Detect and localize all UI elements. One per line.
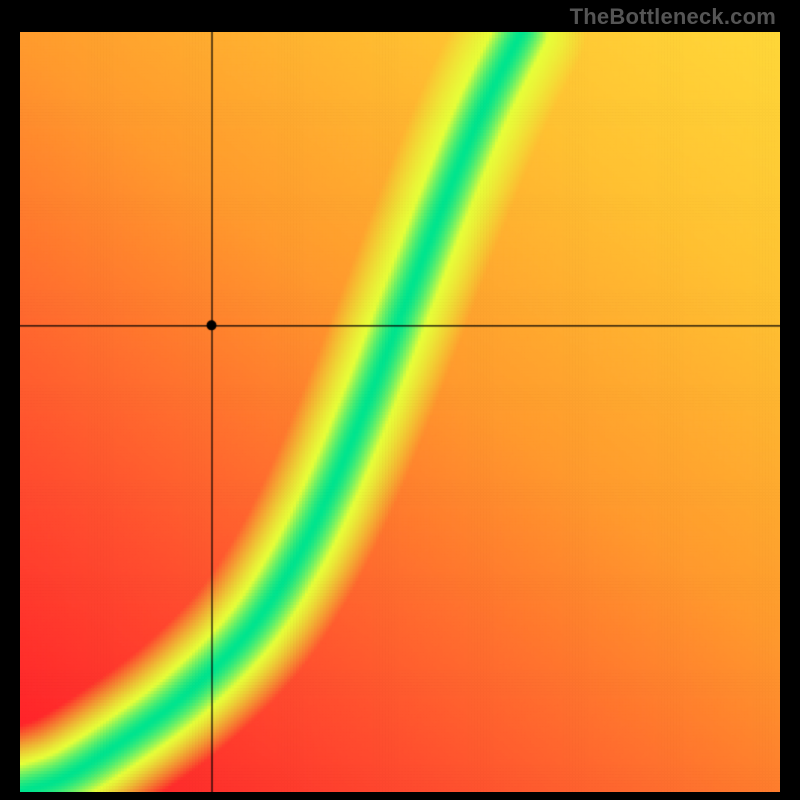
watermark-text: TheBottleneck.com [570, 4, 776, 30]
heatmap-canvas [20, 32, 780, 792]
chart-container: TheBottleneck.com [0, 0, 800, 800]
